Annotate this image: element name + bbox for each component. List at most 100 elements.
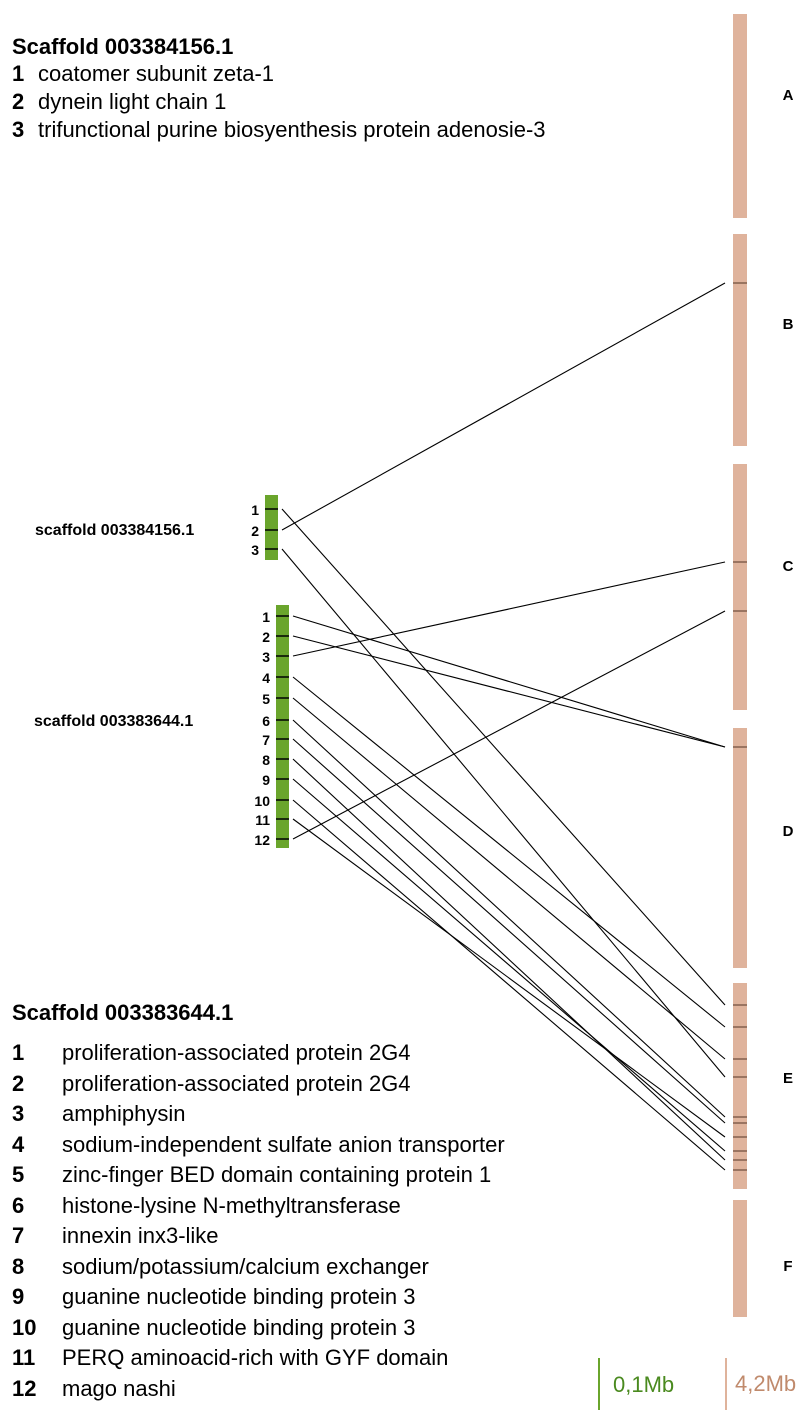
link-line	[292, 738, 726, 1124]
gene-name: zinc-finger BED domain containing protei…	[62, 1162, 492, 1187]
scaffold-gene-label: 9	[262, 772, 270, 788]
legend2-item: 11 PERQ aminoacid-rich with GYF domain	[12, 1343, 505, 1374]
scaffold-gene-label: 5	[262, 691, 270, 707]
legend2-item: 12 mago nashi	[12, 1374, 505, 1405]
gene-number: 9	[12, 1284, 25, 1309]
chromosome-label-b: B	[783, 316, 794, 333]
gene-number: 12	[12, 1375, 37, 1401]
gene-name: PERQ aminoacid-rich with GYF domain	[62, 1345, 449, 1370]
chromosome-f	[733, 1200, 747, 1317]
link-line	[292, 615, 726, 748]
gene-name: sodium/potassium/calcium exchanger	[62, 1253, 429, 1279]
chromosome-label-f: F	[783, 1258, 792, 1275]
gene-name: guanine nucleotide binding protein 3	[62, 1284, 416, 1309]
link-line	[292, 676, 726, 1028]
legend1-item: 3 trifunctional purine biosyenthesis prot…	[12, 116, 546, 144]
gene-name: amphiphysin	[62, 1101, 186, 1126]
scaffold-gene-label: 3	[251, 542, 259, 558]
scaffold-gene-label: 12	[254, 832, 270, 848]
link-line	[292, 561, 726, 657]
gene-name: mago nashi	[62, 1375, 176, 1401]
legend1-title: Scaffold 003384156.1	[12, 34, 234, 59]
scaffold-gene-label: 10	[254, 793, 270, 809]
chromosome-label-c: C	[783, 558, 794, 575]
legend2-item: 1 proliferation-associated protein 2G4	[12, 1038, 505, 1069]
scaffold-gene-label: 11	[255, 812, 270, 828]
chromosome-scale-line	[725, 1358, 727, 1410]
gene-number: 5	[12, 1162, 25, 1187]
gene-number: 11	[12, 1345, 36, 1370]
gene-number: 10	[12, 1314, 37, 1340]
link-line	[281, 548, 726, 1078]
chromosome-e	[733, 983, 747, 1189]
scaffold-scale-line	[598, 1358, 600, 1410]
scaffold-gene-label: 1	[262, 609, 270, 625]
gene-name: proliferation-associated protein 2G4	[62, 1070, 411, 1096]
gene-number: 8	[12, 1253, 25, 1279]
chromosome-c	[733, 464, 747, 710]
legend2-item: 5 zinc-finger BED domain containing prote…	[12, 1160, 505, 1191]
gene-number: 2	[12, 1070, 25, 1096]
link-line	[292, 758, 726, 1161]
legend2-item: 9 guanine nucleotide binding protein 3	[12, 1282, 505, 1313]
gene-name: proliferation-associated protein 2G4	[62, 1040, 411, 1065]
gene-name: guanine nucleotide binding protein 3	[62, 1314, 416, 1340]
link-line	[281, 508, 726, 1006]
gene-name: dynein light chain 1	[38, 89, 227, 114]
gene-number: 3	[12, 117, 25, 142]
link-line	[292, 697, 726, 1060]
legend-scaffold-003383644: Scaffold 003383644.1 1 proliferation-asso…	[12, 1000, 505, 1404]
legend2-item: 6 histone-lysine N-methyltransferase	[12, 1191, 505, 1222]
gene-name: sodium-independent sulfate anion transpo…	[62, 1131, 505, 1157]
scaffold-gene-label: 4	[262, 670, 270, 686]
scaffold-gene-label: 8	[262, 752, 270, 768]
gene-number: 7	[12, 1223, 25, 1248]
chromosome-b	[733, 234, 747, 446]
link-line	[281, 282, 726, 531]
scaffold-gene-label: 1	[251, 502, 259, 518]
chromosome-label-a: A	[783, 87, 794, 104]
link-line	[292, 799, 726, 1171]
gene-number: 2	[12, 89, 25, 114]
chromosome-label-e: E	[783, 1070, 793, 1087]
scaffold-gene-label: 2	[262, 629, 270, 645]
scaffold-label-s2: scaffold 003383644.1	[34, 713, 193, 730]
scaffold-gene-label: 7	[262, 732, 270, 748]
legend1-item: 2 dynein light chain 1	[12, 88, 546, 116]
scaffold-gene-label: 2	[251, 523, 259, 539]
scaffold-label-s1: scaffold 003384156.1	[35, 522, 194, 539]
link-lines	[281, 282, 726, 1171]
gene-number: 4	[12, 1131, 25, 1157]
link-line	[292, 818, 726, 1138]
legend2-item: 10 guanine nucleotide binding protein 3	[12, 1313, 505, 1344]
legend-scaffold-003384156: Scaffold 003384156.1 1 coatomer subunit z…	[12, 34, 546, 144]
scaffold-gene-label: 3	[262, 649, 270, 665]
link-line	[292, 635, 726, 748]
scaffold-bar-s2	[276, 605, 289, 848]
legend2-item: 4 sodium-independent sulfate anion transp…	[12, 1130, 505, 1161]
legend2-item: 3 amphiphysin	[12, 1099, 505, 1130]
legend1-item: 1 coatomer subunit zeta-1	[12, 60, 546, 88]
chromosome-a	[733, 14, 747, 218]
chromosome-scale-label: 4,2Mb	[735, 1371, 797, 1396]
legend2-item: 7 innexin inx3-like	[12, 1221, 505, 1252]
chromosome-d	[733, 728, 747, 968]
legend2-title: Scaffold 003383644.1	[12, 1000, 234, 1025]
gene-name: innexin inx3-like	[62, 1223, 219, 1248]
gene-number: 1	[12, 61, 25, 86]
chromosome-label-d: D	[783, 823, 794, 840]
gene-name: histone-lysine N-methyltransferase	[62, 1192, 401, 1218]
scaffold-scale-label: 0,1Mb	[613, 1372, 675, 1397]
link-line	[292, 778, 726, 1152]
link-line	[292, 719, 726, 1118]
gene-name: trifunctional purine biosyenthesis prote…	[38, 117, 546, 142]
link-line	[292, 610, 726, 840]
gene-number: 1	[12, 1040, 25, 1065]
gene-name: coatomer subunit zeta-1	[38, 61, 275, 86]
scaffold-gene-label: 6	[262, 713, 270, 729]
legend2-item: 2 proliferation-associated protein 2G4	[12, 1069, 505, 1100]
gene-number: 3	[12, 1101, 25, 1126]
legend2-item: 8 sodium/potassium/calcium exchanger	[12, 1252, 505, 1283]
scaffold-bar-s1	[265, 495, 278, 560]
